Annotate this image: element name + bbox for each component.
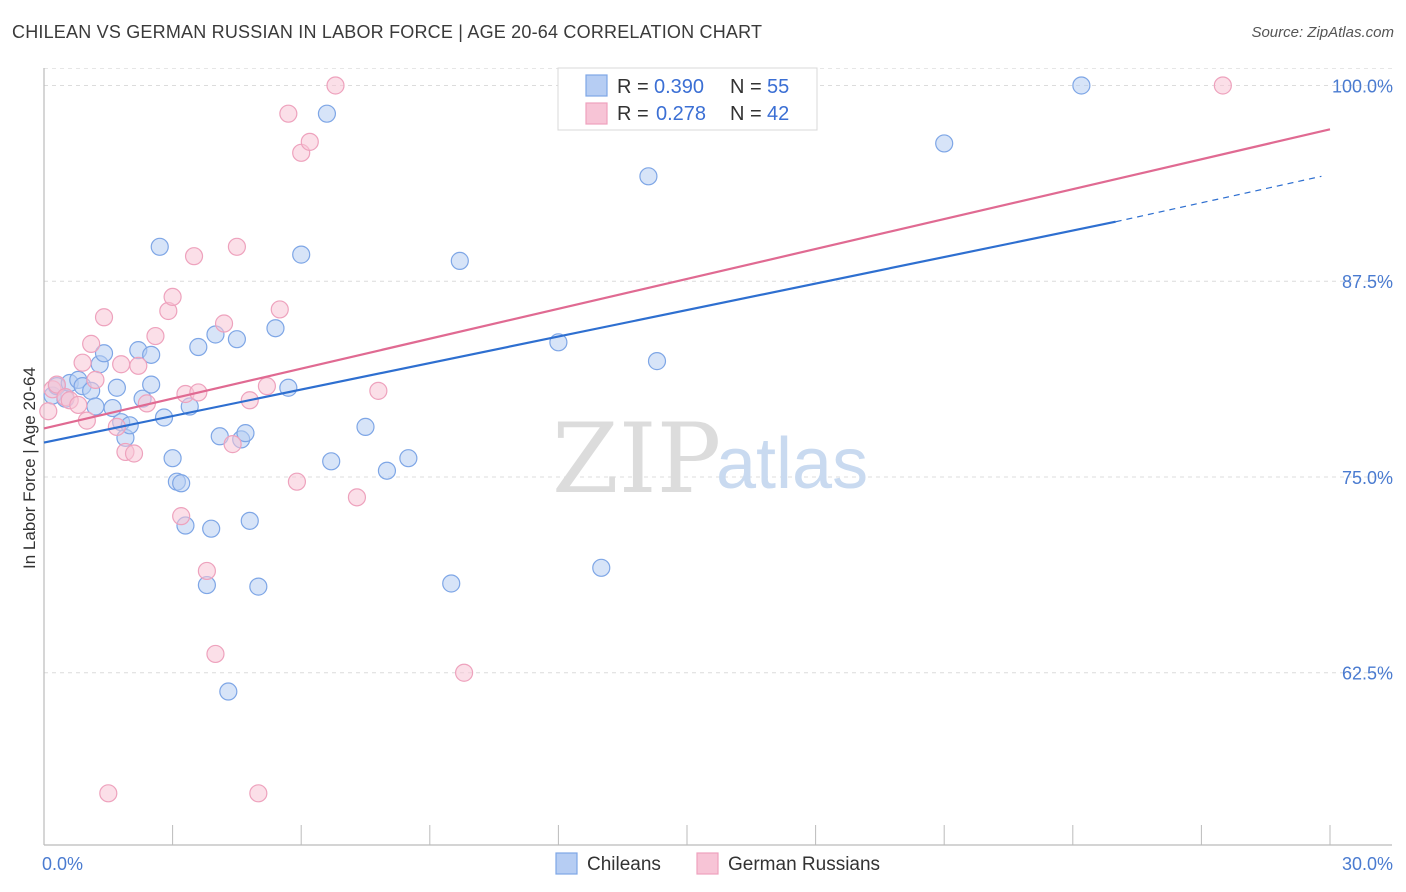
data-point	[279, 104, 298, 123]
data-point	[326, 76, 345, 95]
data-point	[206, 644, 225, 664]
data-point	[150, 237, 169, 256]
legend-r-label-german-russians: R =	[617, 103, 649, 125]
axes: 100.0% 87.5% 75.0% 62.5% 0.0% 30.0%	[42, 68, 1393, 874]
data-point	[454, 663, 474, 682]
data-point	[347, 488, 367, 507]
watermark-atlas: atlas	[716, 424, 868, 504]
data-point	[1072, 76, 1091, 95]
data-point	[236, 424, 255, 443]
data-point	[184, 247, 204, 266]
grid-lines	[44, 67, 1392, 674]
y-axis-label: In Labor Force | Age 20-64	[20, 367, 39, 569]
data-point	[214, 314, 234, 333]
data-point	[107, 378, 126, 397]
data-point	[647, 352, 667, 371]
data-point	[142, 375, 161, 394]
legend-r-value-chileans: 0.390	[654, 76, 704, 98]
trend-line-german-russians	[43, 128, 1331, 430]
bottom-legend: Chileans German Russians	[555, 852, 880, 875]
data-point	[270, 300, 289, 319]
chart-title: CHILEAN VS GERMAN RUSSIAN IN LABOR FORCE…	[12, 22, 763, 42]
bottom-legend-swatch-german-russians	[696, 852, 719, 875]
data-point	[399, 449, 418, 468]
data-point	[163, 287, 182, 306]
data-point	[129, 356, 148, 375]
data-point	[86, 370, 105, 389]
data-point	[146, 326, 165, 346]
data-point	[249, 577, 268, 596]
data-point	[69, 395, 88, 415]
data-point	[450, 251, 469, 270]
legend-n-label-chileans: N =	[730, 76, 762, 98]
data-point	[197, 561, 216, 581]
data-point	[356, 417, 375, 436]
x-tick-label: 0.0%	[42, 854, 83, 874]
data-point	[227, 330, 246, 349]
legend-n-label-german-russians: N =	[730, 103, 762, 125]
watermark: ZIP atlas	[552, 403, 868, 515]
y-tick-label: 75.0%	[1342, 468, 1393, 488]
bottom-legend-label-chileans: Chileans	[587, 854, 661, 875]
data-point	[189, 337, 208, 357]
data-point	[219, 682, 238, 701]
y-tick-label: 100.0%	[1332, 76, 1393, 96]
data-point	[249, 784, 268, 803]
data-point	[172, 474, 191, 493]
data-point	[163, 449, 182, 468]
trend-lines	[43, 128, 1331, 444]
data-point	[142, 345, 161, 364]
data-point	[82, 334, 101, 353]
data-point	[266, 319, 285, 338]
data-point	[300, 132, 319, 151]
legend-swatch-german-russians	[585, 102, 608, 125]
data-point	[592, 558, 611, 577]
data-point	[202, 519, 221, 538]
data-point	[124, 444, 144, 463]
data-point	[287, 472, 307, 491]
source-label: Source: ZipAtlas.com	[1251, 24, 1394, 41]
data-point	[322, 452, 341, 471]
legend-n-value-german-russians: 42	[767, 103, 789, 125]
data-point	[99, 784, 118, 803]
legend: R = 0.390 N = 55 R = 0.278 N = 42	[557, 67, 818, 131]
data-point	[94, 308, 114, 327]
watermark-zip: ZIP	[552, 403, 721, 515]
data-point	[223, 435, 242, 454]
trend-line-chileans	[43, 220, 1116, 444]
data-point	[935, 134, 954, 153]
legend-r-label-chileans: R =	[617, 76, 649, 98]
data-points	[39, 76, 1232, 803]
data-point	[442, 574, 461, 593]
data-point	[227, 237, 246, 256]
data-point	[377, 461, 397, 480]
data-point	[292, 245, 311, 264]
x-tick-label: 30.0%	[1342, 854, 1393, 874]
data-point	[39, 402, 58, 421]
legend-swatch-chileans	[585, 74, 608, 97]
data-point	[317, 104, 337, 123]
data-point	[369, 381, 388, 400]
y-axis-label-group: In Labor Force | Age 20-64	[20, 367, 39, 569]
data-point	[73, 353, 92, 372]
data-point	[257, 377, 277, 396]
bottom-legend-label-german-russians: German Russians	[728, 854, 880, 875]
trend-line-extension-chileans	[1115, 175, 1322, 223]
series-german-russians	[39, 76, 1232, 803]
data-point	[639, 167, 658, 186]
data-point	[1213, 76, 1232, 95]
data-point	[240, 511, 259, 530]
legend-r-value-german-russians: 0.278	[656, 103, 706, 125]
data-point	[112, 355, 131, 374]
bottom-legend-swatch-chileans	[555, 852, 578, 875]
legend-n-value-chileans: 55	[767, 76, 789, 98]
data-point	[94, 344, 114, 363]
data-point	[172, 507, 191, 526]
data-point	[47, 375, 66, 394]
y-tick-label: 62.5%	[1342, 664, 1393, 684]
y-tick-label: 87.5%	[1342, 272, 1393, 292]
